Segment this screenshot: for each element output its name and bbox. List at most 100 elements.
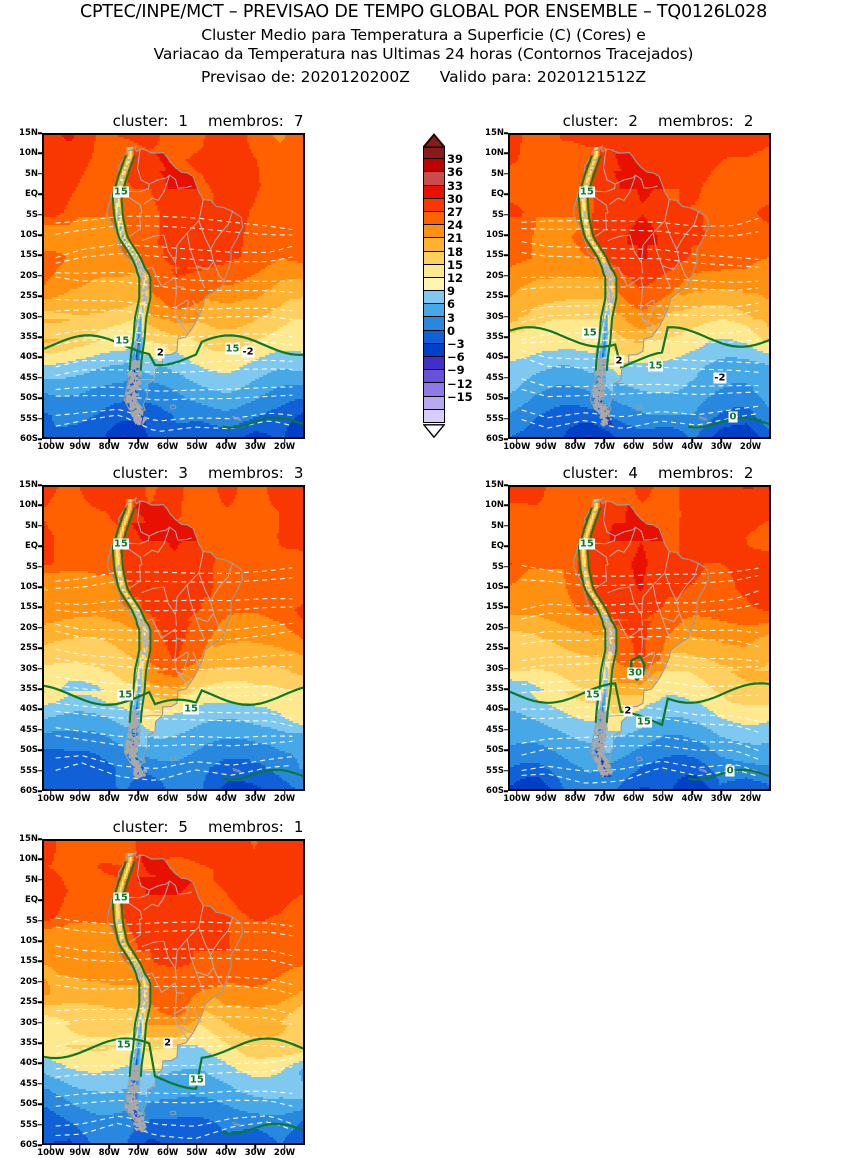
y-axis-label: 5S [26, 916, 38, 926]
y-axis-label: 35S [486, 684, 504, 694]
y-axis-tick [38, 879, 42, 881]
y-axis-tick [504, 688, 508, 690]
x-axis-label: 60W [157, 442, 178, 452]
contour-label: 30 [627, 667, 643, 678]
y-axis-tick [504, 438, 508, 440]
cluster-label: cluster: [113, 464, 169, 482]
y-axis-tick [504, 647, 508, 649]
x-axis-tick [79, 791, 81, 795]
y-axis-tick [504, 316, 508, 318]
y-axis-tick [38, 214, 42, 216]
x-axis-label: 90W [69, 794, 90, 804]
colorbar-tick-label: 39 [447, 152, 463, 166]
y-axis-tick [38, 647, 42, 649]
contour-label: 15 [579, 187, 595, 198]
y-axis-label: 10S [20, 582, 38, 592]
y-axis-tick [504, 627, 508, 629]
x-axis-label: 100W [503, 442, 530, 452]
cluster-label: cluster: [563, 112, 619, 130]
y-axis-tick [38, 981, 42, 983]
y-axis-label: 50S [20, 745, 38, 755]
membros-value: 2 [744, 112, 754, 130]
y-axis-tick [38, 1124, 42, 1126]
membros-label: membros: [658, 464, 734, 482]
y-axis-tick [504, 505, 508, 507]
y-axis-label: EQ [491, 189, 504, 199]
x-axis-tick [138, 791, 140, 795]
y-axis-tick [38, 484, 42, 486]
y-axis-label: 15S [20, 250, 38, 260]
y-axis-tick [38, 1022, 42, 1024]
contour-label: 15 [582, 327, 598, 338]
y-axis-label: 10S [20, 230, 38, 240]
y-axis-tick [504, 214, 508, 216]
x-axis-label: 40W [215, 794, 236, 804]
y-axis-tick [504, 255, 508, 257]
x-axis-label: 40W [681, 442, 702, 452]
contour-label: 2 [623, 706, 632, 717]
membros-value: 2 [744, 464, 754, 482]
y-axis-tick [38, 1042, 42, 1044]
contour-label: 15 [648, 360, 664, 371]
y-axis-label: 5S [492, 210, 504, 220]
y-axis-label: 45S [20, 373, 38, 383]
y-axis-label: 5N [491, 521, 504, 531]
y-axis-tick [38, 729, 42, 731]
colorbar-tick-label: 3 [447, 311, 455, 325]
y-axis-tick [504, 295, 508, 297]
temperature-field [44, 135, 305, 439]
y-axis-label: 30S [20, 312, 38, 322]
cluster-value: 1 [178, 112, 188, 130]
y-axis-label: 55S [486, 766, 504, 776]
y-axis-label: 60S [20, 786, 38, 796]
colorbar-tick-label: 21 [447, 231, 463, 245]
y-axis-label: 30S [20, 664, 38, 674]
subtitle-line-1: Cluster Medio para Temperatura a Superfi… [0, 26, 847, 45]
y-axis-tick [38, 920, 42, 922]
y-axis-label: 15S [486, 602, 504, 612]
y-axis-label: 15N [485, 128, 504, 138]
colorbar-tick-label: −15 [447, 390, 473, 404]
y-axis-tick [38, 336, 42, 338]
y-axis-tick [504, 377, 508, 379]
x-axis-tick [79, 439, 81, 443]
x-axis-tick [255, 791, 257, 795]
x-axis-tick [721, 791, 723, 795]
y-axis-label: 45S [20, 1079, 38, 1089]
x-axis-tick [167, 791, 169, 795]
x-axis-tick [545, 791, 547, 795]
x-axis-tick [691, 791, 693, 795]
x-axis-label: 70W [128, 794, 149, 804]
y-axis-label: 55S [20, 766, 38, 776]
x-axis-tick [284, 1145, 286, 1149]
x-axis-tick [633, 439, 635, 443]
x-axis-label: 50W [652, 794, 673, 804]
y-axis-tick [504, 275, 508, 277]
y-axis-tick [504, 153, 508, 155]
x-axis-tick [545, 439, 547, 443]
y-axis-tick [38, 1144, 42, 1146]
y-axis-tick [504, 397, 508, 399]
map-frame [42, 485, 305, 791]
cluster-value: 3 [178, 464, 188, 482]
x-axis-label: 60W [623, 442, 644, 452]
y-axis-label: EQ [25, 541, 38, 551]
y-axis-label: 45S [486, 373, 504, 383]
x-axis-label: 20W [740, 442, 761, 452]
membros-label: membros: [208, 112, 284, 130]
y-axis-tick [38, 255, 42, 257]
forecast-times: Previsao de: 2020120200Z Valido para: 20… [0, 68, 847, 86]
x-axis-label: 100W [37, 442, 64, 452]
y-axis-tick [504, 418, 508, 420]
y-axis-label: 10N [19, 148, 38, 158]
membros-value: 1 [294, 818, 304, 836]
y-axis-label: 60S [486, 786, 504, 796]
x-axis-label: 40W [681, 794, 702, 804]
x-axis-label: 70W [594, 442, 615, 452]
